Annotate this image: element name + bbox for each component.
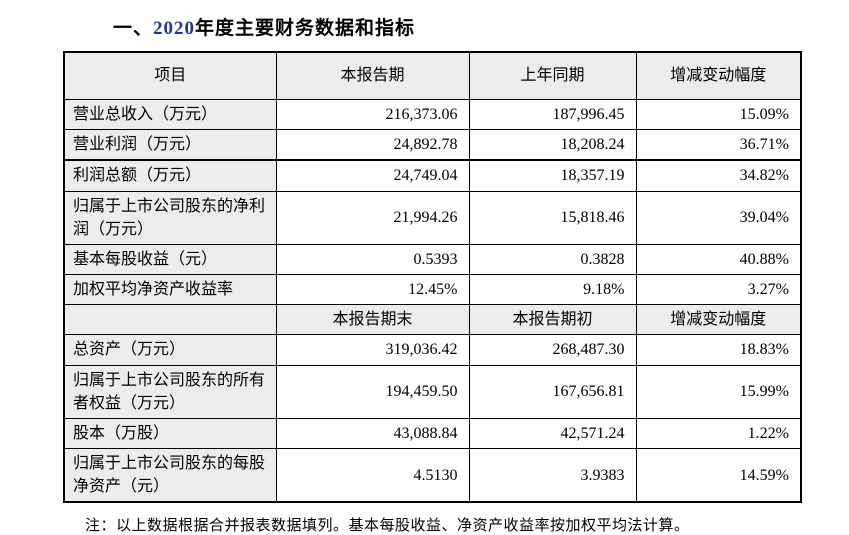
row-label: 利润总额（万元） bbox=[63, 159, 277, 192]
header-current-period: 本报告期 bbox=[275, 51, 470, 100]
cell-change: 39.04% bbox=[635, 190, 802, 245]
row-label: 营业总收入（万元） bbox=[63, 98, 277, 131]
header-change: 增减变动幅度 bbox=[635, 304, 802, 336]
cell-prior: 9.18% bbox=[468, 274, 637, 306]
header-period-end: 本报告期末 bbox=[275, 304, 470, 336]
document-page: 一、2020年度主要财务数据和指标 项目 本报告期 上年同期 增减变动幅度 营业… bbox=[0, 13, 849, 534]
table-row: 营业利润（万元） 24,892.78 18,208.24 36.71% bbox=[63, 129, 802, 161]
cell-prior: 3.9383 bbox=[468, 448, 637, 503]
cell-prior: 187,996.45 bbox=[468, 98, 637, 131]
cell-current: 24,749.04 bbox=[275, 159, 470, 192]
cell-prior: 42,571.24 bbox=[468, 417, 637, 450]
cell-current: 319,036.42 bbox=[275, 334, 470, 366]
table-header-row-2: 本报告期末 本报告期初 增减变动幅度 bbox=[63, 304, 802, 336]
row-label: 基本每股收益（元） bbox=[63, 243, 277, 276]
row-label: 股本（万股） bbox=[63, 417, 277, 450]
cell-change: 36.71% bbox=[635, 129, 802, 161]
title-year: 2020 bbox=[153, 18, 196, 39]
cell-change: 1.22% bbox=[635, 417, 802, 450]
page-title: 一、2020年度主要财务数据和指标 bbox=[113, 13, 849, 40]
row-label: 营业利润（万元） bbox=[63, 129, 277, 161]
cell-change: 3.27% bbox=[635, 274, 802, 306]
header-prior-period: 上年同期 bbox=[468, 51, 637, 100]
table-row: 股本（万股） 43,088.84 42,571.24 1.22% bbox=[63, 417, 802, 450]
title-rest: 年度主要财务数据和指标 bbox=[195, 18, 416, 39]
header-change: 增减变动幅度 bbox=[635, 51, 802, 100]
cell-current: 24,892.78 bbox=[275, 129, 470, 161]
cell-change: 18.83% bbox=[635, 334, 802, 366]
cell-prior: 167,656.81 bbox=[468, 364, 637, 419]
header-period-begin: 本报告期初 bbox=[468, 304, 637, 336]
cell-prior: 18,208.24 bbox=[468, 129, 637, 161]
cell-current: 43,088.84 bbox=[275, 417, 470, 450]
table-row: 加权平均净资产收益率 12.45% 9.18% 3.27% bbox=[63, 274, 802, 306]
table-row: 归属于上市公司股东的所有者权益（万元） 194,459.50 167,656.8… bbox=[63, 364, 802, 419]
row-label: 归属于上市公司股东的每股净资产（元） bbox=[63, 448, 277, 503]
cell-change: 34.82% bbox=[635, 159, 802, 192]
cell-prior: 0.3828 bbox=[468, 243, 637, 276]
table-row: 基本每股收益（元） 0.5393 0.3828 40.88% bbox=[63, 243, 802, 276]
table-header-row-1: 项目 本报告期 上年同期 增减变动幅度 bbox=[63, 51, 802, 100]
row-label: 归属于上市公司股东的所有者权益（万元） bbox=[63, 364, 277, 419]
table-row: 总资产（万元） 319,036.42 268,487.30 18.83% bbox=[63, 334, 802, 366]
title-prefix: 一、 bbox=[113, 18, 154, 39]
row-label: 加权平均净资产收益率 bbox=[63, 274, 277, 306]
cell-current: 12.45% bbox=[275, 274, 470, 306]
cell-change: 14.59% bbox=[635, 448, 802, 503]
cell-current: 194,459.50 bbox=[275, 364, 470, 419]
table-row: 利润总额（万元） 24,749.04 18,357.19 34.82% bbox=[63, 159, 802, 192]
cell-prior: 15,818.46 bbox=[468, 190, 637, 245]
cell-current: 0.5393 bbox=[275, 243, 470, 276]
header-item: 项目 bbox=[63, 51, 277, 100]
cell-prior: 18,357.19 bbox=[468, 159, 637, 192]
table-row: 营业总收入（万元） 216,373.06 187,996.45 15.09% bbox=[63, 98, 802, 131]
cell-prior: 268,487.30 bbox=[468, 334, 637, 366]
row-label: 归属于上市公司股东的净利润（万元） bbox=[63, 190, 277, 245]
cell-current: 4.5130 bbox=[275, 448, 470, 503]
table-row: 归属于上市公司股东的净利润（万元） 21,994.26 15,818.46 39… bbox=[63, 190, 802, 245]
cell-change: 15.09% bbox=[635, 98, 802, 131]
footnote: 注：以上数据根据合并报表数据填列。基本每股收益、净资产收益率按加权平均法计算。 bbox=[85, 518, 690, 535]
financial-indicators-table: 项目 本报告期 上年同期 增减变动幅度 营业总收入（万元） 216,373.06… bbox=[63, 51, 802, 504]
header-blank bbox=[63, 304, 277, 336]
table-row: 归属于上市公司股东的每股净资产（元） 4.5130 3.9383 14.59% bbox=[63, 448, 802, 503]
cell-change: 15.99% bbox=[635, 364, 802, 419]
cell-current: 21,994.26 bbox=[275, 190, 470, 245]
cell-change: 40.88% bbox=[635, 243, 802, 276]
row-label: 总资产（万元） bbox=[63, 334, 277, 366]
cell-current: 216,373.06 bbox=[275, 98, 470, 131]
